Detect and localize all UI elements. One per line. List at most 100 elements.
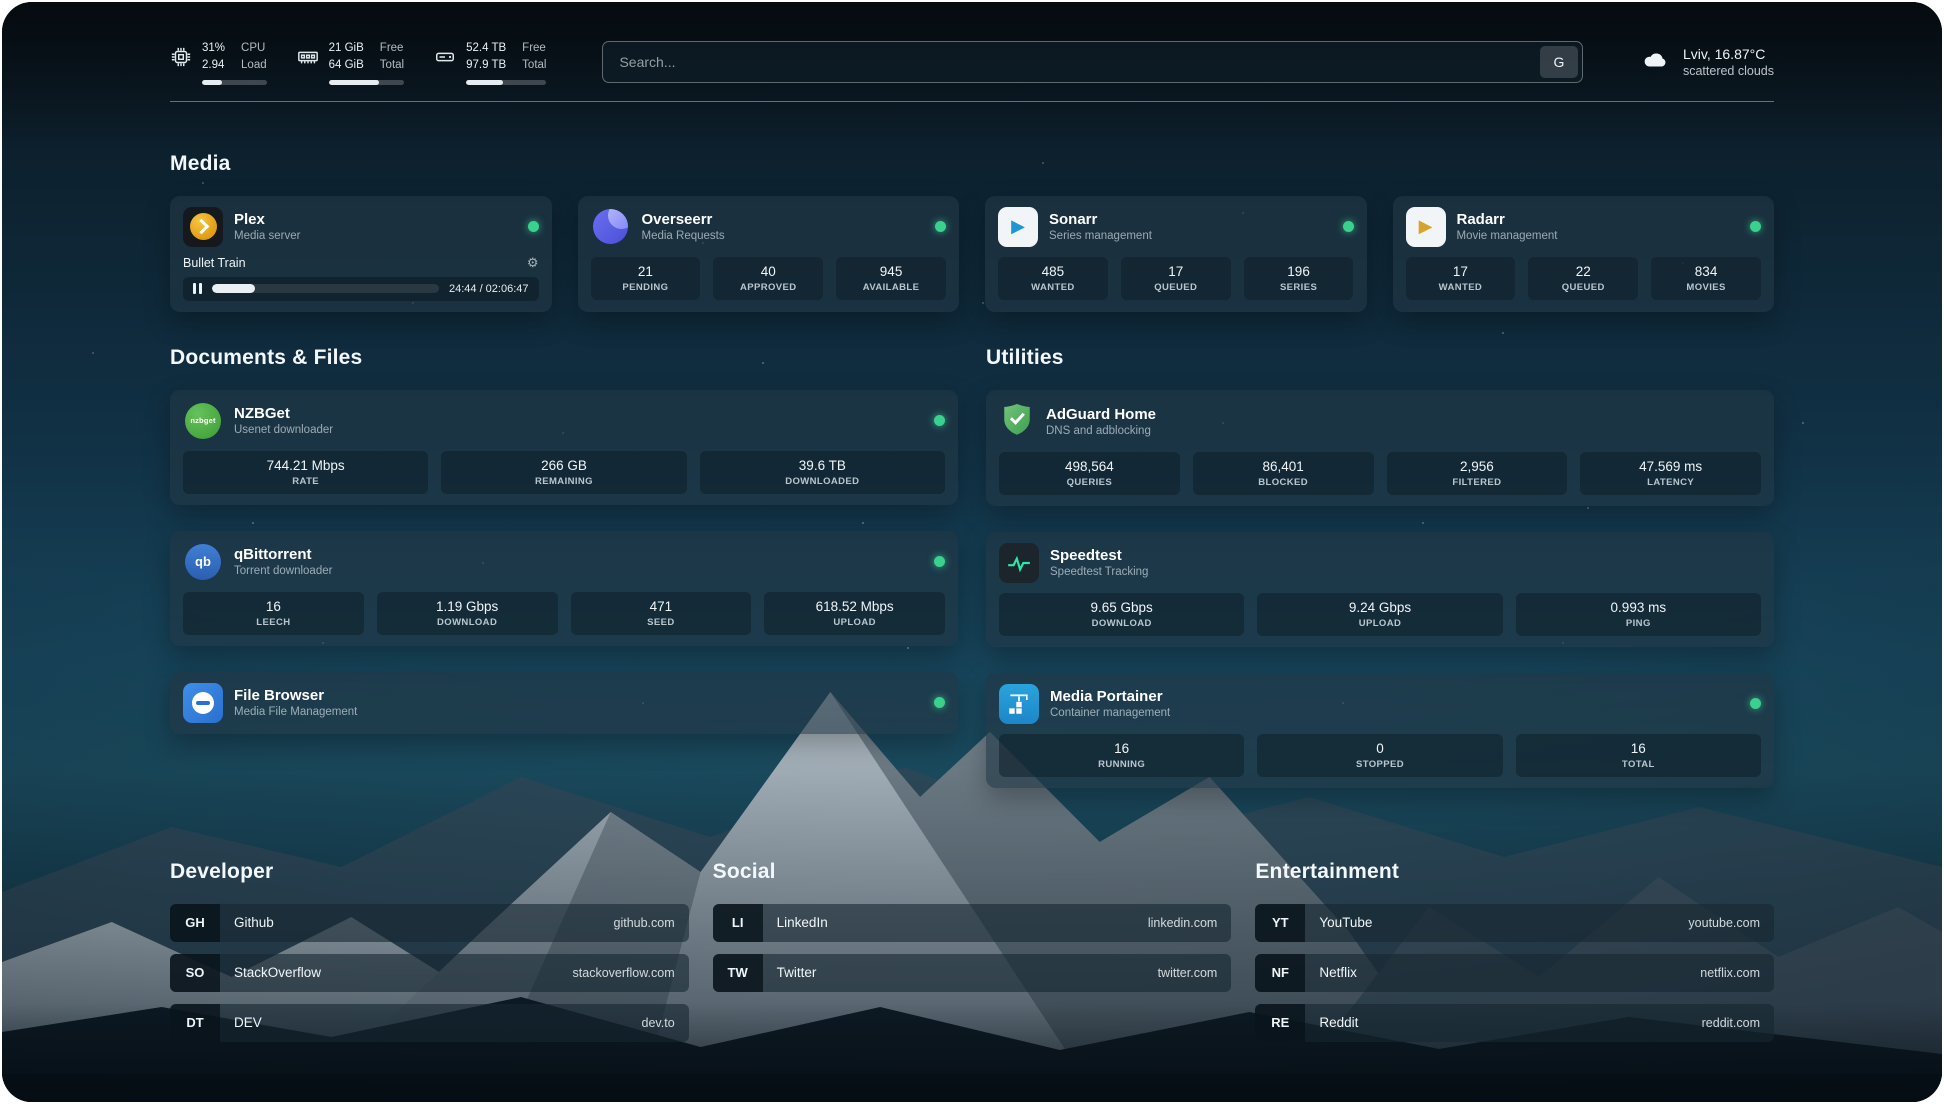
widget-settings-icon[interactable]: ⚙: [526, 254, 539, 270]
search-input[interactable]: [602, 41, 1583, 84]
search-bar: G: [602, 41, 1583, 84]
stat-tile-download: 1.19 Gbps DOWNLOAD: [376, 591, 558, 635]
stat-tile-ping: 0.993 ms PING: [1515, 592, 1761, 636]
cpu-icon: [170, 40, 192, 68]
service-name: qBittorrent: [234, 546, 312, 563]
service-card-filebrowser[interactable]: File Browser Media File Management: [170, 671, 958, 734]
bookmark-url: reddit.com: [1701, 1015, 1760, 1030]
bookmark-dev[interactable]: DT DEV dev.to: [170, 1003, 689, 1042]
bookmark-abbr: TW: [712, 953, 763, 992]
stat-value: 17: [1168, 263, 1184, 279]
stat-tile-remaining: 266 GB REMAINING: [441, 450, 687, 494]
stat-label: LEECH: [256, 616, 291, 628]
playback-time: 24:44 / 02:06:47: [448, 282, 529, 295]
bookmark-url: github.com: [613, 915, 675, 930]
stat-label: QUEUED: [1561, 281, 1605, 293]
service-card-radarr[interactable]: ▶ Radarr Movie management 17 WANTED 22 QUEUED 8…: [1392, 195, 1774, 312]
search-provider-button[interactable]: G: [1539, 46, 1578, 79]
bookmark-stackoverflow[interactable]: SO StackOverflow stackoverflow.com: [170, 953, 689, 992]
documents-cards: nzbget NZBGet Usenet downloader 744.21 Mbps…: [170, 389, 958, 734]
stat-tile-leech: 16 LEECH: [183, 591, 364, 635]
stat-value: 39.6 TB: [798, 457, 846, 473]
system-monitors: 31% 2.94 CPU Load 21 GiB 64 GiB Free Total 52.4 …: [170, 40, 547, 85]
bookmark-group-entertainment: Entertainment YT YouTube youtube.com NF Netfl…: [1255, 860, 1774, 1042]
stat-tile-wanted: 485 WANTED: [998, 256, 1108, 300]
stat-tile-blocked: 86,401 BLOCKED: [1192, 451, 1374, 495]
section-title-media: Media: [170, 151, 231, 175]
bookmark-youtube[interactable]: YT YouTube youtube.com: [1255, 903, 1774, 942]
stat-value: 9.65 Gbps: [1090, 599, 1153, 615]
section-title-utilities: Utilities: [986, 345, 1064, 369]
bookmark-twitter[interactable]: TW Twitter twitter.com: [712, 953, 1232, 992]
service-name: Speedtest: [1050, 547, 1122, 564]
service-card-adguard[interactable]: AdGuard Home DNS and adblocking 498,564 QUE…: [986, 389, 1774, 506]
stat-value: 47.569 ms: [1639, 458, 1703, 474]
stat-value: 16: [1630, 740, 1646, 756]
speedtest-icon: [999, 542, 1039, 583]
stat-label: QUERIES: [1066, 476, 1113, 488]
stat-value: 196: [1287, 263, 1310, 279]
monitor-label: Free: [379, 42, 404, 54]
bookmark-name: StackOverflow: [234, 965, 322, 980]
section-title-developer: Developer: [170, 859, 274, 883]
stat-tile-queries: 498,564 QUERIES: [999, 451, 1180, 495]
stat-value: 618.52 Mbps: [815, 598, 894, 614]
stat-label: WANTED: [1438, 281, 1483, 293]
bookmark-reddit[interactable]: RE Reddit reddit.com: [1255, 1003, 1774, 1042]
bookmark-url: linkedin.com: [1147, 915, 1218, 930]
stat-tile-wanted: 17 WANTED: [1405, 256, 1516, 300]
bookmark-name: Github: [234, 915, 274, 930]
status-dot-online: [935, 221, 946, 232]
stat-tile-series: 196 SERIES: [1243, 256, 1354, 300]
bookmark-url: dev.to: [641, 1015, 675, 1030]
bookmark-github[interactable]: GH Github github.com: [170, 903, 689, 942]
service-card-overseerr[interactable]: Overseerr Media Requests 21 PENDING 40 APPROV…: [577, 195, 959, 312]
status-dot-online: [934, 556, 945, 567]
stat-label: DOWNLOAD: [437, 616, 498, 628]
stat-label: MOVIES: [1686, 281, 1726, 293]
service-card-sonarr[interactable]: ▶ Sonarr Series management 485 WANTED 17 QUEUE…: [985, 195, 1367, 312]
stat-label: PING: [1625, 617, 1651, 629]
service-card-plex[interactable]: Plex Media server Bullet Train ⚙ 24:44 / 02:…: [170, 195, 552, 312]
qbittorrent-icon: qb: [183, 542, 223, 582]
stat-tile-queued: 22 QUEUED: [1528, 256, 1639, 300]
stat-label: SERIES: [1279, 281, 1318, 293]
weather-location: Lviv, 16.87°C: [1682, 46, 1766, 63]
bookmark-group-developer: Developer GH Github github.com SO StackOverfl…: [170, 860, 689, 1042]
pause-icon: [193, 283, 202, 294]
bookmarks-area: Developer GH Github github.com SO StackOverfl…: [170, 860, 1774, 1042]
bookmark-url: youtube.com: [1688, 915, 1760, 930]
section-title-social: Social: [712, 859, 776, 883]
bookmark-abbr: LI: [712, 903, 763, 942]
service-name: AdGuard Home: [1046, 405, 1157, 423]
stat-value: 21: [637, 263, 653, 279]
service-card-nzbget[interactable]: nzbget NZBGet Usenet downloader 744.21 Mbps…: [170, 389, 958, 505]
section-utilities: Utilities AdGuard Home DNS and adblocking…: [986, 346, 1774, 788]
stat-label: LATENCY: [1647, 476, 1695, 488]
plex-icon: [183, 206, 223, 247]
monitor-label: Free: [522, 42, 546, 54]
bookmark-name: Twitter: [776, 965, 817, 980]
monitor-values: 31% 2.94: [202, 40, 225, 75]
stat-value: 86,401: [1262, 458, 1304, 474]
monitor-values: 21 GiB 64 GiB: [329, 40, 364, 75]
service-card-portainer[interactable]: Media Portainer Container management 16 RUN…: [986, 672, 1774, 788]
service-card-qbittorrent[interactable]: qb qBittorrent Torrent downloader 16 LEECH 1.…: [170, 530, 958, 646]
bookmark-netflix[interactable]: NF Netflix netflix.com: [1255, 953, 1774, 992]
bookmark-name: LinkedIn: [776, 915, 828, 930]
stat-tile-approved: 40 APPROVED: [713, 256, 824, 300]
status-dot-online: [1342, 221, 1354, 232]
monitor-labels: Free Total: [522, 40, 546, 75]
bookmark-linkedin[interactable]: LI LinkedIn linkedin.com: [712, 903, 1232, 942]
monitor-value: 2.94: [202, 59, 225, 72]
stat-value: 498,564: [1064, 458, 1114, 474]
service-card-speedtest[interactable]: Speedtest Speedtest Tracking 9.65 Gbps DOWN…: [986, 531, 1774, 647]
memory-icon: [297, 40, 319, 68]
monitor-labels: CPU Load: [241, 40, 267, 75]
weather-condition: scattered clouds: [1682, 64, 1774, 79]
portainer-icon: [999, 683, 1039, 724]
stat-value: 834: [1694, 263, 1718, 279]
stat-label: RUNNING: [1098, 758, 1146, 770]
service-subtitle: Movie management: [1456, 230, 1558, 242]
